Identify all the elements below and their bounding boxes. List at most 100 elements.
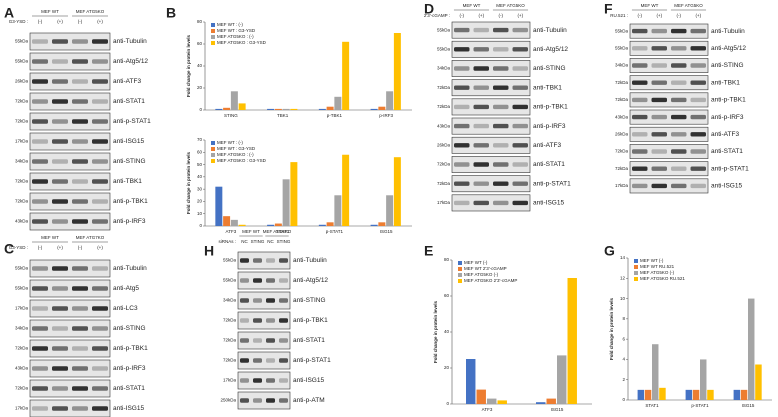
band (671, 46, 687, 51)
kda-label: 72kDa (223, 338, 237, 343)
kda-label: 250kDa (220, 398, 236, 403)
kda-label: 34kDa (223, 298, 237, 303)
kda-label: 72kDa (437, 85, 451, 90)
kda-label: 55kDa (15, 59, 29, 64)
bar (487, 398, 497, 404)
panel-letter: D (424, 1, 434, 17)
band (92, 119, 108, 124)
bar (386, 91, 394, 110)
kda-label: 72kDa (15, 179, 29, 184)
band (266, 298, 275, 303)
bar (223, 216, 231, 226)
band (493, 123, 509, 129)
row-label: anti-STAT1 (533, 161, 565, 168)
bar (223, 107, 231, 110)
group-label: MEF WT (41, 235, 59, 240)
band (671, 149, 687, 154)
bar (536, 402, 546, 404)
x-tick-label: ATF3 (482, 407, 493, 412)
lane-label: (-) (638, 13, 643, 18)
kda-label: 26kDa (437, 142, 451, 147)
bar (692, 389, 700, 400)
band (32, 139, 48, 144)
band (32, 386, 48, 391)
legend-swatch (458, 279, 462, 283)
band (92, 286, 108, 291)
blot-strip (29, 152, 111, 171)
x-tick-label: p-STAT1 (326, 229, 344, 234)
x-tick-label: TBK1 (277, 113, 289, 118)
band (32, 99, 48, 104)
bar (378, 222, 386, 226)
bar (215, 108, 223, 110)
band (32, 306, 48, 311)
band (493, 143, 509, 148)
y-tick-label: 60 (444, 293, 450, 298)
y-tick-label: 80 (444, 257, 450, 262)
band (72, 99, 88, 104)
band (92, 306, 108, 311)
band (632, 80, 648, 85)
group-label: MEF ATG5KO (76, 9, 105, 14)
kda-label: 72kDa (615, 80, 629, 85)
bar (370, 108, 378, 110)
band (253, 398, 262, 403)
band (52, 99, 68, 104)
blot-strip (629, 126, 709, 142)
lane-label: STING (277, 239, 291, 244)
blot-strip (629, 58, 709, 73)
band (473, 85, 489, 90)
band (72, 266, 88, 271)
band (632, 166, 648, 171)
row-label: anti-p-TBK1 (113, 345, 148, 352)
row-label: anti-Tubulin (711, 28, 745, 35)
band (651, 97, 667, 103)
band (72, 219, 88, 224)
kda-label: 17kDa (223, 378, 237, 383)
legend-swatch (634, 265, 638, 269)
band (473, 162, 489, 167)
band (253, 318, 262, 323)
band (690, 63, 706, 68)
row-label: anti-ATF3 (113, 78, 141, 85)
row-label: anti-Tubulin (293, 257, 327, 264)
band (92, 39, 108, 44)
bar (274, 223, 282, 226)
row-label: anti-Atg5/12 (293, 277, 328, 284)
band (240, 258, 249, 263)
row-label: anti-TBK1 (711, 79, 740, 86)
band (690, 28, 706, 34)
lane-label: (+) (656, 13, 662, 18)
band (512, 66, 528, 71)
legend-swatch (211, 41, 215, 45)
x-tick-label: ISG15 (742, 403, 755, 408)
kda-label: 72kDa (15, 119, 29, 124)
bar (637, 389, 645, 400)
band (52, 159, 68, 164)
row-label: anti-Tubulin (113, 265, 147, 272)
legend-swatch (634, 277, 638, 281)
band (92, 366, 108, 371)
band (32, 179, 48, 184)
band (266, 398, 275, 403)
legend-label: MEF ATG5KO (-) (640, 270, 675, 275)
legend-swatch (458, 267, 462, 271)
legend-swatch (211, 141, 215, 145)
band (473, 181, 489, 186)
blot-strip (29, 319, 111, 338)
legend-swatch (458, 273, 462, 277)
band (493, 200, 509, 206)
band (240, 298, 249, 303)
band (52, 346, 68, 351)
row-label: anti-STAT1 (113, 98, 145, 105)
kda-label: 72kDa (437, 104, 451, 109)
row-label: anti-p-IRF3 (533, 123, 566, 130)
y-tick-label: 6 (622, 336, 625, 341)
bar (707, 389, 714, 400)
band (512, 85, 528, 90)
band (52, 79, 68, 84)
bar (267, 108, 275, 110)
bar (267, 224, 275, 226)
band (72, 199, 88, 204)
